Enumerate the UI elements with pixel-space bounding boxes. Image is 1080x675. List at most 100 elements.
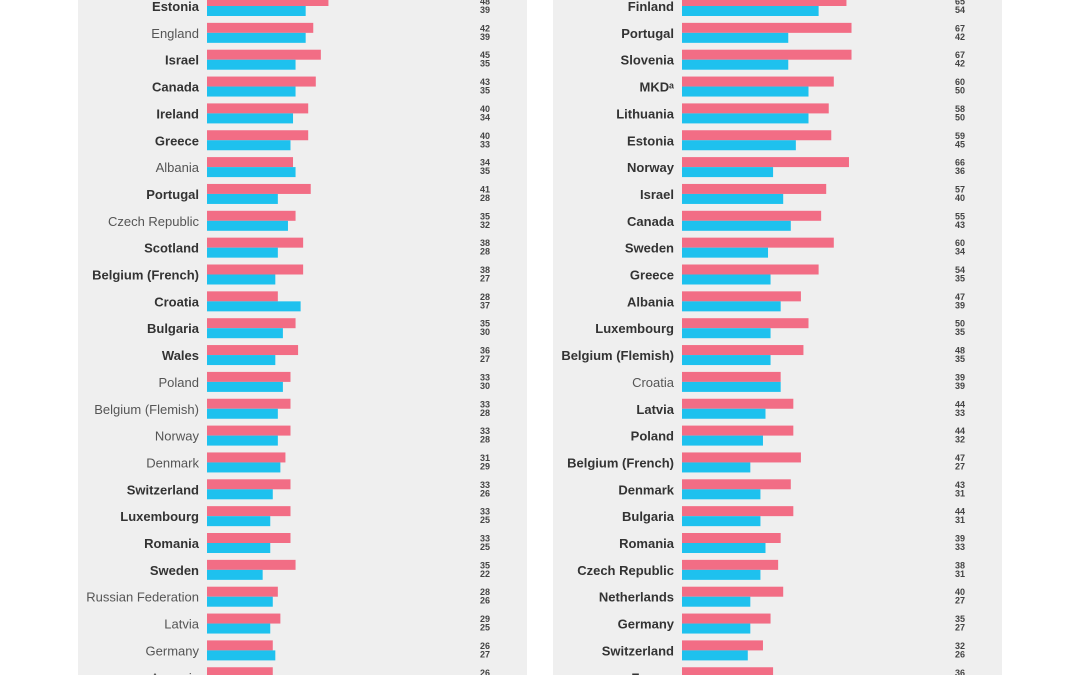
value-label-series-2: 31 [955, 569, 965, 579]
bar-series-1 [682, 345, 804, 356]
value-label-series-1: 60 [955, 77, 965, 87]
bar-series-2 [682, 193, 784, 204]
category-label: Scotland [144, 241, 199, 256]
category-label: Israel [640, 187, 674, 202]
bar-series-1 [207, 103, 309, 114]
value-label-series-1: 31 [480, 453, 490, 463]
value-label-series-1: 43 [480, 77, 490, 87]
bar-series-1 [682, 237, 834, 248]
bar-series-2 [682, 220, 791, 231]
value-label-series-2: 27 [955, 623, 965, 633]
bar-series-2 [207, 193, 278, 204]
category-label: Bulgaria [147, 321, 200, 336]
category-label: Netherlands [599, 590, 674, 605]
bar-series-1 [682, 130, 832, 141]
bar-series-2 [207, 489, 273, 500]
bar-series-2 [682, 489, 761, 500]
bar-series-2 [682, 301, 781, 312]
value-label-series-1: 36 [955, 668, 965, 675]
bar-series-2 [207, 516, 271, 527]
category-label: France [631, 670, 674, 675]
category-label: Canada [152, 80, 200, 95]
category-label: Belgium (Flemish) [94, 402, 199, 417]
value-label-series-2: 43 [955, 220, 965, 230]
value-label-series-2: 39 [480, 32, 490, 42]
value-label-series-2: 34 [955, 247, 965, 257]
category-label: Belgium (French) [567, 455, 674, 470]
category-label: Croatia [154, 294, 200, 309]
bar-series-2 [207, 32, 306, 43]
value-label-series-1: 33 [480, 399, 490, 409]
category-label: Portugal [621, 26, 674, 41]
bar-series-2 [207, 167, 296, 178]
bar-series-1 [207, 452, 286, 463]
bar-series-1 [682, 76, 834, 87]
bar-series-2 [207, 274, 276, 285]
value-label-series-2: 34 [480, 112, 490, 122]
bar-series-1 [207, 371, 291, 382]
bar-series-2 [682, 355, 771, 366]
bar-series-1 [207, 130, 309, 141]
value-label-series-1: 47 [955, 453, 965, 463]
bar-series-2 [682, 86, 809, 97]
category-label: Poland [631, 429, 674, 444]
category-label: Luxembourg [120, 509, 199, 524]
value-label-series-2: 26 [480, 488, 490, 498]
value-label-series-2: 25 [480, 542, 490, 552]
bar-series-2 [207, 220, 288, 231]
bar-series-2 [207, 247, 278, 258]
value-label-series-1: 33 [480, 507, 490, 517]
value-label-series-1: 28 [480, 292, 490, 302]
value-label-series-1: 42 [480, 23, 490, 33]
bar-series-1 [207, 559, 296, 570]
value-label-series-1: 26 [480, 641, 490, 651]
category-label: Denmark [146, 455, 199, 470]
bar-series-1 [682, 640, 763, 651]
bar-series-1 [207, 183, 311, 194]
bar-series-2 [207, 408, 278, 419]
bar-series-1 [207, 479, 291, 490]
bar-series-1 [682, 559, 779, 570]
value-label-series-1: 36 [480, 346, 490, 356]
bar-series-2 [207, 355, 276, 366]
bar-series-2 [682, 381, 781, 392]
category-label: Israel [165, 53, 199, 68]
category-label: Ireland [156, 106, 199, 121]
chart-panel-left: Estonia 48 39 England 42 39 Israel 45 35 Canada 43… [78, 0, 527, 675]
value-label-series-2: 42 [955, 32, 965, 42]
value-label-series-2: 25 [480, 623, 490, 633]
bar-series-1 [682, 264, 819, 275]
category-label: Switzerland [127, 482, 199, 497]
value-label-series-2: 50 [955, 86, 965, 96]
value-label-series-1: 57 [955, 184, 965, 194]
value-label-series-2: 28 [480, 408, 490, 418]
value-label-series-1: 29 [480, 614, 490, 624]
bar-series-1 [207, 22, 314, 33]
value-label-series-1: 28 [480, 587, 490, 597]
category-label: Armenia [151, 670, 200, 675]
category-label: Luxembourg [595, 321, 674, 336]
bar-series-1 [682, 667, 774, 675]
bar-series-1 [207, 291, 278, 302]
value-label-series-1: 58 [955, 104, 965, 114]
bar-series-2 [207, 623, 271, 634]
value-label-series-1: 33 [480, 480, 490, 490]
value-label-series-1: 35 [955, 614, 965, 624]
bar-series-2 [207, 435, 278, 446]
value-label-series-1: 47 [955, 292, 965, 302]
bar-series-1 [207, 613, 281, 624]
value-label-series-1: 40 [955, 587, 965, 597]
category-label: Germany [146, 643, 200, 658]
bar-series-2 [682, 650, 748, 661]
bar-series-1 [682, 533, 781, 543]
bar-series-2 [207, 462, 281, 473]
bar-series-1 [682, 479, 791, 490]
value-label-series-2: 32 [955, 435, 965, 445]
bar-series-2 [682, 435, 763, 446]
bar-series-1 [207, 586, 278, 597]
value-label-series-1: 40 [480, 131, 490, 141]
bar-series-2 [682, 274, 771, 285]
bar-series-2 [682, 596, 751, 607]
bar-series-1 [207, 506, 291, 517]
category-label: Poland [159, 375, 199, 390]
